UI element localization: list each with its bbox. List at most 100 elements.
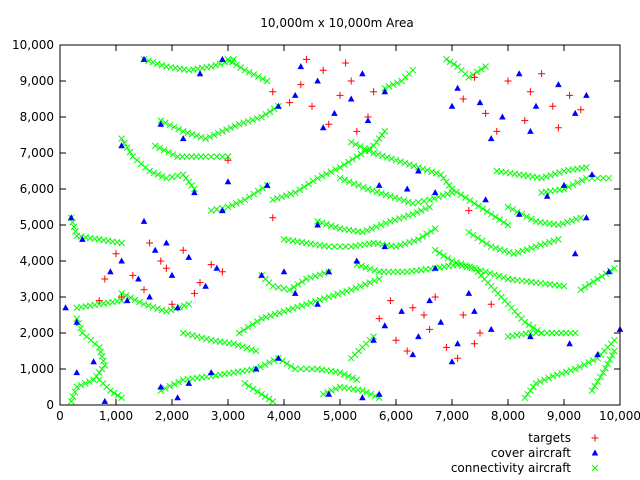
connectivity-aircraft-point — [308, 365, 316, 373]
connectivity-aircraft-point — [263, 77, 271, 85]
connectivity-aircraft-point — [213, 153, 221, 160]
connectivity-aircraft-point — [381, 128, 389, 135]
connectivity-aircraft-point — [207, 63, 215, 70]
connectivity-aircraft-point — [318, 172, 326, 180]
connectivity-aircraft-point — [140, 300, 148, 308]
connectivity-aircraft-point — [331, 243, 338, 250]
targets-point — [493, 127, 501, 135]
targets-point — [403, 347, 411, 355]
connectivity-aircraft-point — [371, 267, 379, 274]
connectivity-aircraft-point — [235, 329, 243, 337]
targets-point — [538, 70, 546, 78]
connectivity-aircraft-point — [487, 243, 495, 250]
connectivity-aircraft-point — [371, 392, 379, 400]
connectivity-aircraft-point — [409, 200, 417, 207]
connectivity-aircraft-point — [235, 120, 243, 128]
connectivity-aircraft-point — [97, 348, 104, 356]
connectivity-aircraft-point — [81, 380, 89, 387]
cover-aircraft-point — [179, 135, 187, 142]
connectivity-aircraft-point — [305, 180, 312, 188]
connectivity-aircraft-point — [237, 64, 244, 71]
connectivity-aircraft-point — [542, 173, 550, 181]
connectivity-aircraft-point — [224, 56, 232, 63]
connectivity-aircraft-point — [611, 336, 618, 344]
connectivity-aircraft-point — [298, 302, 306, 309]
connectivity-aircraft-point — [158, 306, 166, 314]
cover-aircraft-point — [381, 322, 389, 329]
connectivity-aircraft-point — [436, 249, 443, 257]
connectivity-aircraft-point — [189, 332, 196, 339]
connectivity-aircraft-point — [443, 56, 450, 63]
targets-point — [386, 297, 394, 305]
connectivity-aircraft-point — [357, 150, 365, 158]
cover-aircraft-point — [174, 394, 181, 401]
connectivity-aircraft-point — [303, 275, 310, 283]
cover-aircraft-point — [219, 55, 226, 62]
connectivity-aircraft-point — [228, 58, 236, 66]
connectivity-aircraft-point — [541, 376, 548, 384]
connectivity-aircraft-point — [415, 164, 422, 171]
connectivity-aircraft-point — [332, 223, 339, 231]
x-tick-label: 4,000 — [267, 409, 301, 423]
connectivity-aircraft-point — [347, 286, 355, 294]
connectivity-aircraft-point — [371, 277, 378, 285]
connectivity-aircraft-point — [341, 176, 349, 184]
connectivity-aircraft-point — [252, 347, 260, 355]
connectivity-aircraft-point — [269, 196, 277, 204]
x-tick-label: 5,000 — [323, 409, 357, 423]
connectivity-aircraft-point — [555, 221, 562, 229]
cover-aircraft-point — [605, 268, 613, 275]
connectivity-aircraft-point — [606, 356, 614, 363]
connectivity-aircraft-point — [401, 159, 409, 167]
connectivity-aircraft-point — [572, 215, 580, 223]
connectivity-aircraft-point — [382, 191, 390, 199]
connectivity-aircraft-point — [77, 324, 84, 332]
cover-aircraft-point — [375, 181, 383, 188]
connectivity-aircraft-point — [179, 329, 187, 337]
connectivity-aircraft-point — [537, 241, 544, 249]
connectivity-aircraft-point — [365, 147, 373, 155]
connectivity-aircraft-point — [329, 292, 337, 299]
connectivity-aircraft-point — [158, 173, 166, 180]
targets-point — [297, 81, 305, 89]
connectivity-aircraft-point — [581, 283, 589, 291]
connectivity-aircraft-point — [254, 73, 262, 81]
connectivity-aircraft-point — [415, 198, 422, 206]
cover-aircraft-point — [515, 70, 523, 77]
connectivity-aircraft-point — [325, 243, 333, 250]
y-tick-label: 10,000 — [12, 38, 54, 52]
cover-aircraft-point — [454, 340, 461, 347]
connectivity-aircraft-point — [207, 207, 215, 214]
targets-point — [336, 91, 344, 99]
connectivity-aircraft-point — [466, 263, 474, 271]
connectivity-aircraft-point — [267, 312, 274, 320]
connectivity-aircraft-point — [249, 385, 257, 393]
connectivity-aircraft-point — [419, 233, 426, 241]
connectivity-aircraft-point — [569, 181, 577, 189]
connectivity-aircraft-point — [599, 369, 607, 376]
connectivity-aircraft-point — [197, 133, 205, 141]
cover-aircraft-point — [291, 289, 299, 296]
cover-aircraft-point — [594, 351, 601, 358]
connectivity-aircraft-point — [253, 115, 261, 122]
targets-point — [218, 268, 226, 276]
connectivity-aircraft-point — [95, 369, 103, 376]
y-tick-label: 3,000 — [20, 290, 54, 304]
connectivity-aircraft-point — [428, 168, 436, 176]
connectivity-aircraft-point — [336, 164, 344, 171]
connectivity-aircraft-point — [443, 178, 450, 186]
connectivity-aircraft-point — [439, 192, 447, 199]
connectivity-aircraft-point — [353, 376, 361, 384]
cover-aircraft-point — [566, 340, 573, 347]
connectivity-aircraft-point — [597, 373, 604, 381]
targets-point — [459, 95, 467, 103]
connectivity-aircraft-point — [462, 261, 469, 269]
targets-point — [375, 315, 383, 323]
connectivity-aircraft-point — [254, 187, 262, 195]
cover-aircraft-point — [465, 289, 473, 296]
connectivity-aircraft-point — [396, 195, 403, 203]
connectivity-aircraft-point — [545, 374, 552, 382]
connectivity-aircraft-point — [370, 149, 377, 157]
connectivity-aircraft-point — [519, 247, 526, 255]
connectivity-aircraft-point — [262, 110, 270, 118]
